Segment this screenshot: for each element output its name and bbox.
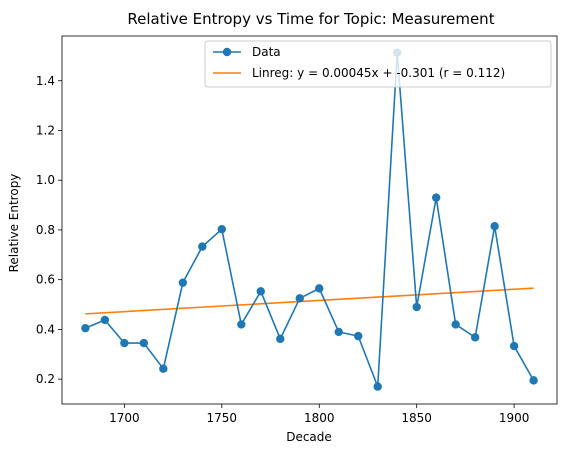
y-tick-label: 1.2 <box>36 123 55 137</box>
data-point <box>237 320 246 329</box>
data-point <box>276 334 285 344</box>
regression-line <box>85 287 534 315</box>
data-point <box>217 225 227 234</box>
data-point <box>451 320 460 329</box>
data-point <box>334 327 343 337</box>
data-point <box>431 193 441 202</box>
y-axis-label: Relative Entropy <box>7 174 21 273</box>
y-tick-label: 0.8 <box>36 223 55 237</box>
x-tick-label: 1750 <box>207 411 238 425</box>
y-tick-label: 1.4 <box>36 74 55 88</box>
y-axis: 0.2 0.4 0.6 0.8 1.0 1.2 1.4 <box>36 74 62 386</box>
plot-frame <box>61 35 558 405</box>
data-series-line <box>85 51 535 388</box>
data-point <box>315 284 324 293</box>
legend-label-regression: Linreg: y = 0.00045x + -0.301 (r = 0.112… <box>252 66 505 80</box>
y-tick-label: 0.4 <box>36 322 55 336</box>
legend: Data Linreg: y = 0.00045x + -0.301 (r = 0… <box>204 40 552 88</box>
data-point <box>373 382 382 391</box>
y-tick-label: 0.6 <box>36 273 55 287</box>
x-tick-label: 1800 <box>304 411 335 425</box>
x-axis: 1700 1750 1800 1850 1900 <box>109 404 529 425</box>
legend-label-data: Data <box>252 45 281 59</box>
data-point <box>120 338 129 348</box>
data-point <box>256 287 265 296</box>
chart-title: Relative Entropy vs Time for Topic: Meas… <box>127 10 494 28</box>
data-point <box>529 376 538 385</box>
data-point <box>295 294 304 303</box>
x-tick-label: 1900 <box>499 411 530 425</box>
data-point <box>198 242 207 251</box>
data-point <box>159 364 168 373</box>
data-point <box>490 222 499 231</box>
x-tick-label: 1850 <box>401 411 432 425</box>
x-tick-label: 1700 <box>109 411 140 425</box>
data-point <box>178 278 188 287</box>
data-point <box>354 331 363 341</box>
data-point <box>139 338 149 348</box>
data-point <box>470 333 480 342</box>
data-point <box>412 302 421 312</box>
legend-box <box>204 40 552 88</box>
x-axis-label: Decade <box>286 430 332 444</box>
data-point <box>81 323 90 333</box>
y-tick-label: 1.0 <box>36 173 55 187</box>
y-tick-label: 0.2 <box>36 372 55 386</box>
data-point <box>100 315 110 325</box>
legend-data-marker <box>222 47 232 57</box>
plot-area <box>81 48 538 391</box>
data-point <box>509 341 519 351</box>
